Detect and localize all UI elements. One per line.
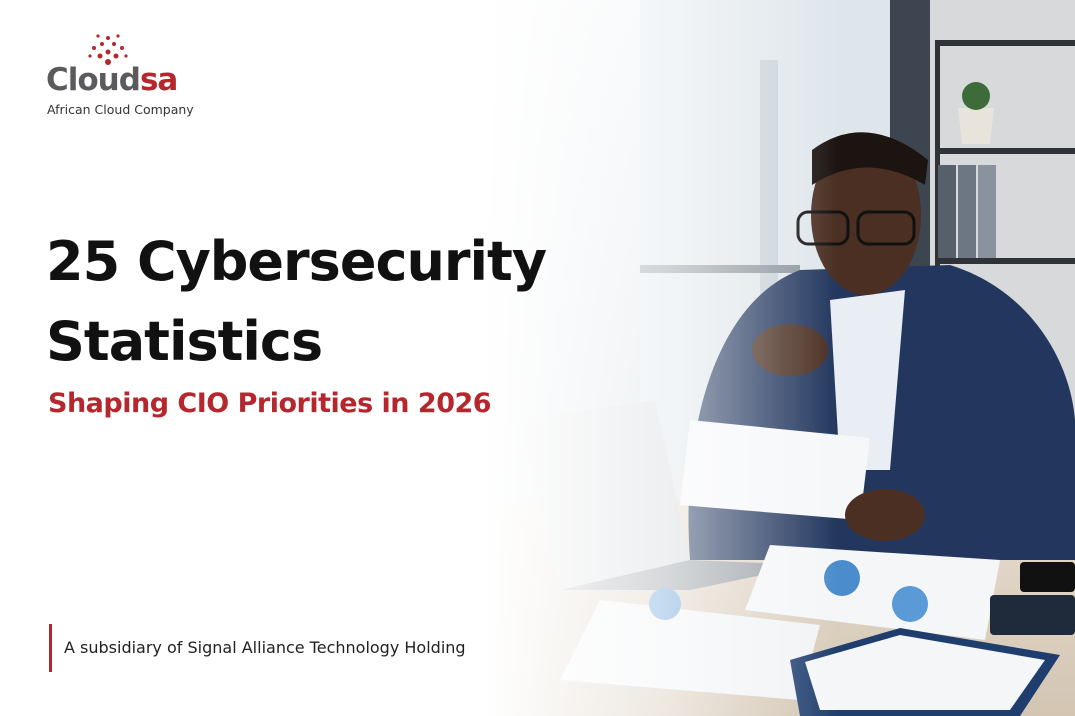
logo-name: Cloud [46,62,141,98]
title-line: Statistics [46,310,323,373]
logo-tagline: African Cloud Company [47,102,194,117]
logo-accent: sa [139,62,178,98]
logo-wordmark: Cloudsa [46,62,178,98]
footer-accent [49,624,52,672]
title-line: 25 Cybersecurity [46,230,547,293]
headline-title: 25 Cybersecurity Statistics [46,222,547,382]
headline-subtitle: Shaping CIO Priorities in 2026 [48,388,492,419]
logo-icon [88,34,128,65]
footer-text: A subsidiary of Signal Alliance Technolo… [64,638,466,657]
